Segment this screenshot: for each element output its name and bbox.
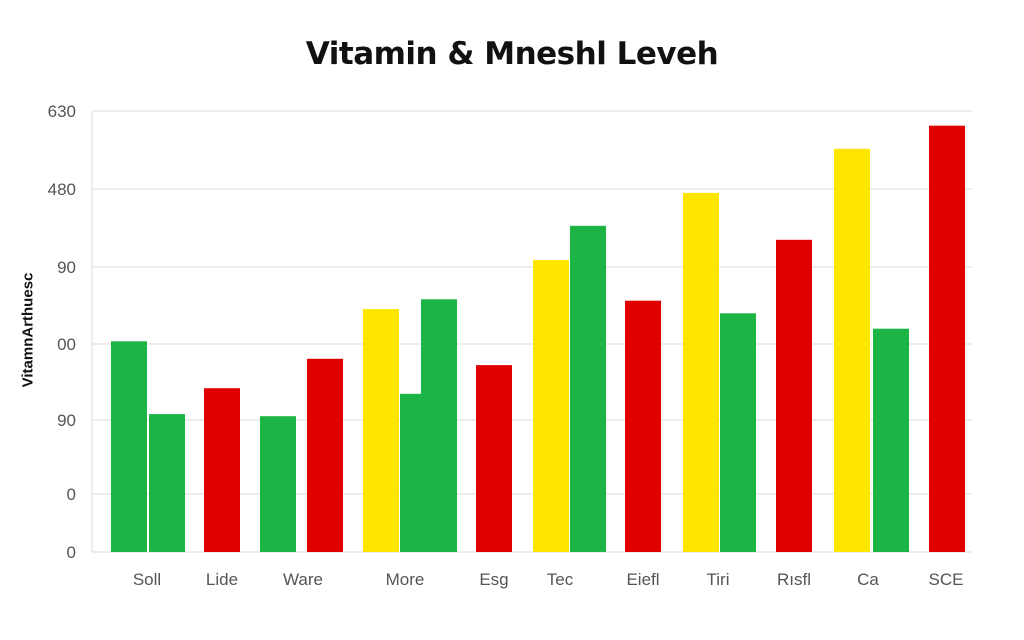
- bar-esg-1: [476, 365, 512, 552]
- x-tick-label: More: [386, 570, 425, 589]
- y-tick-label: 0: [67, 485, 76, 504]
- x-tick-label: SCE: [929, 570, 964, 589]
- x-tick-label: Tiri: [707, 570, 730, 589]
- y-tick-label: 0: [67, 543, 76, 562]
- chart-title: Vitamin & Mneshl Leveh: [305, 36, 719, 72]
- bar-sce-1: [929, 125, 965, 552]
- x-tick-label: Ware: [283, 570, 323, 589]
- y-tick-label: 480: [48, 180, 76, 199]
- bar-rısfl-1: [776, 239, 812, 553]
- bar-ware-1: [260, 416, 296, 552]
- bar-more-2: [400, 393, 421, 552]
- bar-tec-2: [570, 225, 606, 553]
- x-tick-label: Tec: [547, 570, 574, 589]
- x-tick-label: Rısfl: [777, 570, 811, 589]
- bar-more-3: [421, 299, 457, 552]
- x-tick-label: Soll: [133, 570, 161, 589]
- bar-eiefl-1: [625, 300, 661, 552]
- bar-tiri-2: [720, 313, 756, 552]
- bar-soll-2: [149, 414, 185, 552]
- bar-ware-2: [307, 358, 343, 552]
- bar-ca-1: [834, 148, 870, 553]
- x-tick-label: Ca: [857, 570, 879, 589]
- y-tick-label: 90: [57, 258, 76, 277]
- x-tick-label: Eiefl: [626, 570, 659, 589]
- bar-lide-1: [204, 388, 240, 552]
- bar-ca-2: [873, 328, 909, 552]
- x-tick-label: Lide: [206, 570, 238, 589]
- y-tick-label: 630: [48, 102, 76, 121]
- y-tick-label: 90: [57, 411, 76, 430]
- bar-tec-1: [533, 260, 569, 552]
- y-tick-label: 00: [57, 335, 76, 354]
- bar-more-1: [363, 309, 399, 552]
- bar-soll-1: [111, 341, 147, 552]
- bar-tiri-1: [683, 192, 719, 552]
- x-tick-label: Esg: [479, 570, 508, 589]
